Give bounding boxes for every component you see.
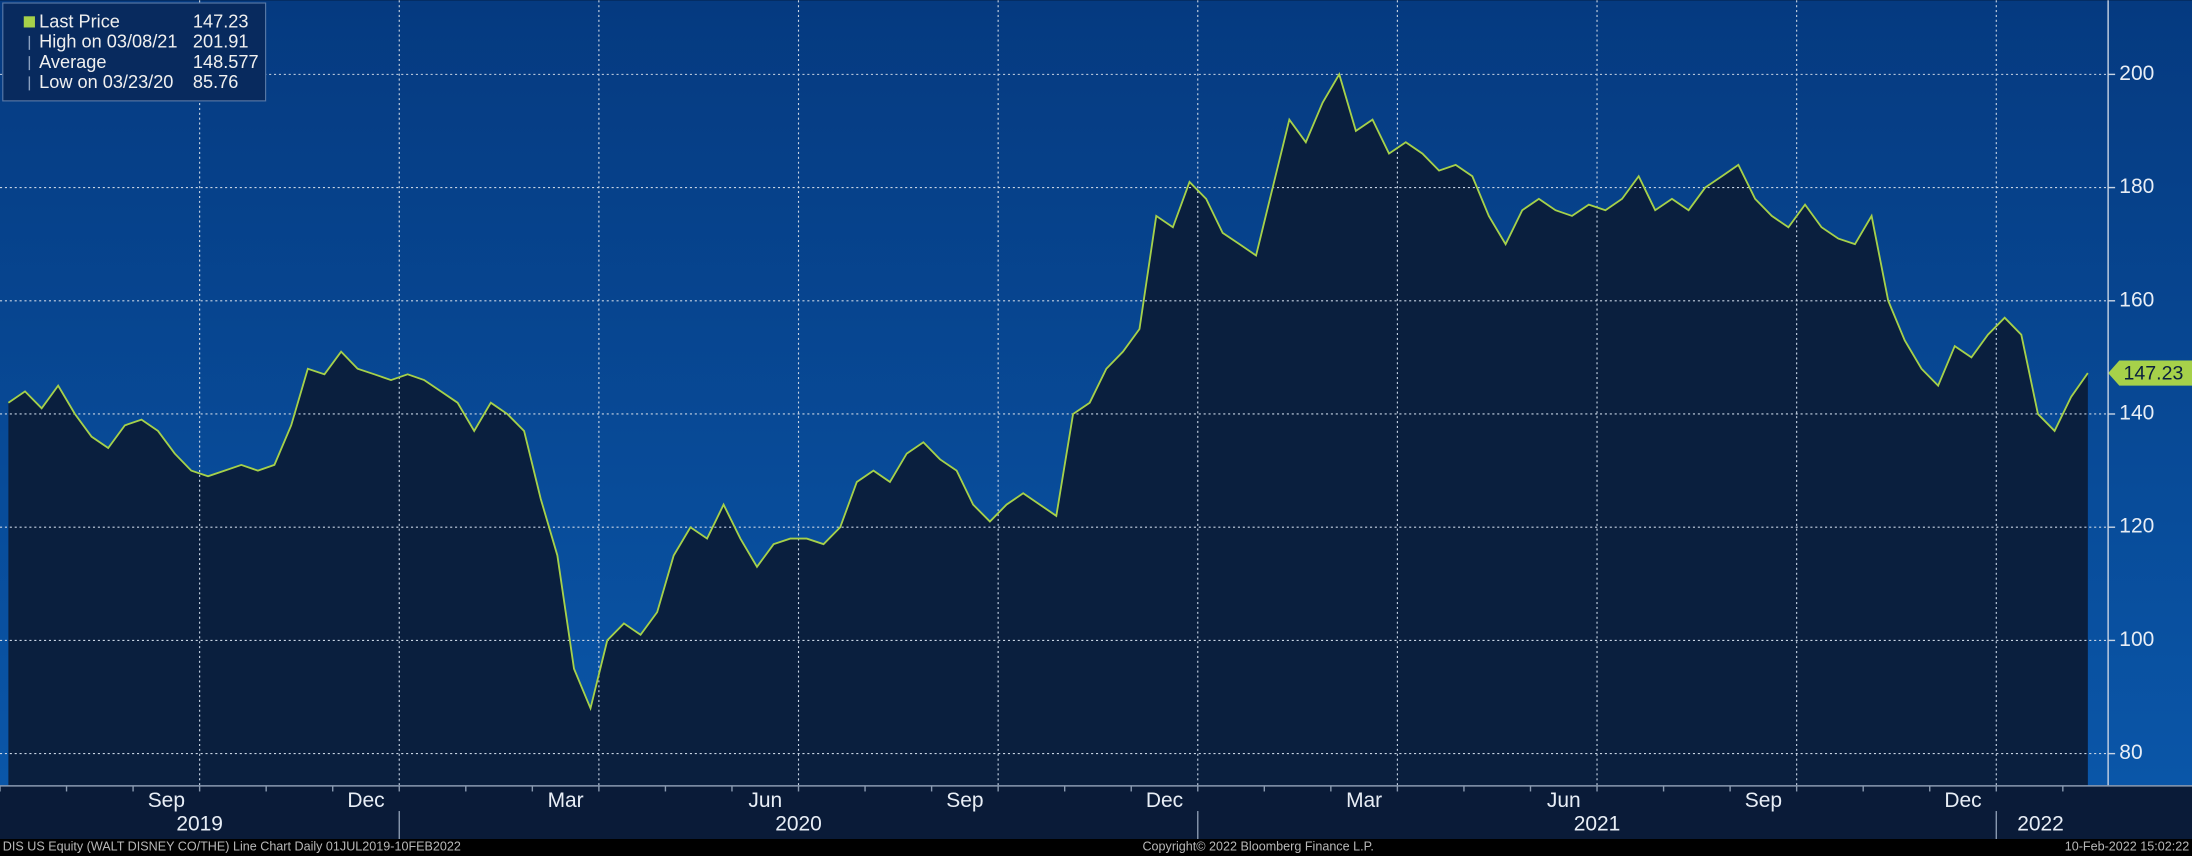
x-tick-label: Dec <box>1146 789 1183 812</box>
x-tick-label: Dec <box>1944 789 1981 812</box>
legend-label: Average <box>39 52 106 72</box>
legend-box <box>2 2 267 102</box>
legend-label: High on 03/08/21 <box>39 32 177 52</box>
x-tick-label: Jun <box>748 789 782 812</box>
x-tick-label: Jun <box>1547 789 1581 812</box>
y-tick-label: 180 <box>2119 175 2154 198</box>
legend-swatch <box>23 16 35 28</box>
year-label: 2021 <box>1574 813 1621 836</box>
y-tick-label: 100 <box>2119 628 2154 651</box>
x-tick-label: Mar <box>1346 789 1382 812</box>
x-tick-label: Sep <box>1745 789 1782 812</box>
y-tick-label: 140 <box>2119 402 2154 425</box>
x-axis-band <box>0 785 2192 839</box>
x-tick-label: Mar <box>548 789 584 812</box>
year-label: 2019 <box>176 813 223 836</box>
footer-band <box>0 839 2192 856</box>
legend-value: 85.76 <box>193 72 238 92</box>
legend-value: 148.577 <box>193 52 259 72</box>
last-price-tag <box>2108 360 2192 386</box>
x-tick-label: Sep <box>148 789 185 812</box>
footer-right: 10-Feb-2022 15:02:22 <box>2065 840 2189 854</box>
x-tick-label: Sep <box>946 789 983 812</box>
year-label: 2020 <box>775 813 822 836</box>
legend-label: Last Price <box>39 11 120 31</box>
legend-value: 201.91 <box>193 32 249 52</box>
price-line <box>7 72 2089 712</box>
footer-left: DIS US Equity (WALT DISNEY CO/THE) Line … <box>3 840 461 854</box>
legend: Last Price 147.23 High on 03/08/21 201.91 Av… <box>2 2 267 102</box>
year-label: 2022 <box>2017 813 2064 836</box>
y-tick-label: 80 <box>2119 741 2142 764</box>
price-area <box>8 74 2088 786</box>
y-tick-label: 160 <box>2119 288 2154 311</box>
y-tick-label: 120 <box>2119 515 2154 538</box>
legend-value: 147.23 <box>193 11 249 31</box>
legend-label: Low on 03/23/20 <box>39 72 173 92</box>
last-price-label: 147.23 <box>2124 363 2184 385</box>
y-tick-label: 200 <box>2119 62 2154 85</box>
footer-center: Copyright© 2022 Bloomberg Finance L.P. <box>1142 840 1373 854</box>
x-tick-label: Dec <box>347 789 384 812</box>
